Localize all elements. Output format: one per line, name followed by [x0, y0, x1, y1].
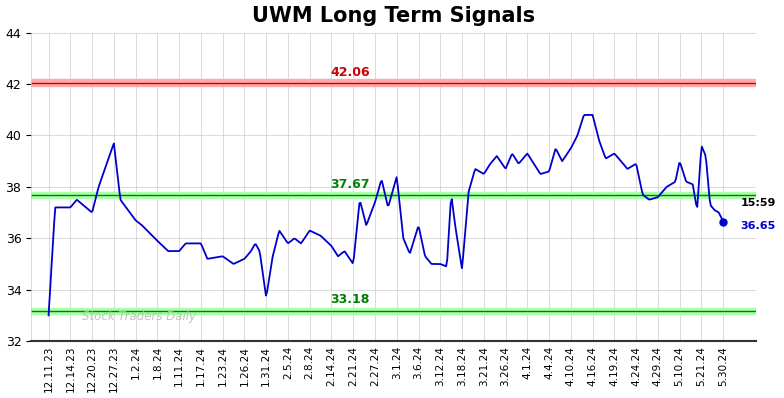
Bar	[31, 192, 756, 199]
Bar	[31, 308, 756, 314]
Title: UWM Long Term Signals: UWM Long Term Signals	[252, 6, 535, 25]
Text: 42.06: 42.06	[330, 66, 370, 79]
Text: 36.65: 36.65	[741, 221, 776, 231]
Text: 33.18: 33.18	[330, 293, 370, 306]
Bar	[31, 80, 756, 86]
Text: 37.67: 37.67	[330, 178, 370, 191]
Text: Stock Traders Daily: Stock Traders Daily	[82, 310, 196, 322]
Text: 15:59: 15:59	[741, 198, 776, 208]
